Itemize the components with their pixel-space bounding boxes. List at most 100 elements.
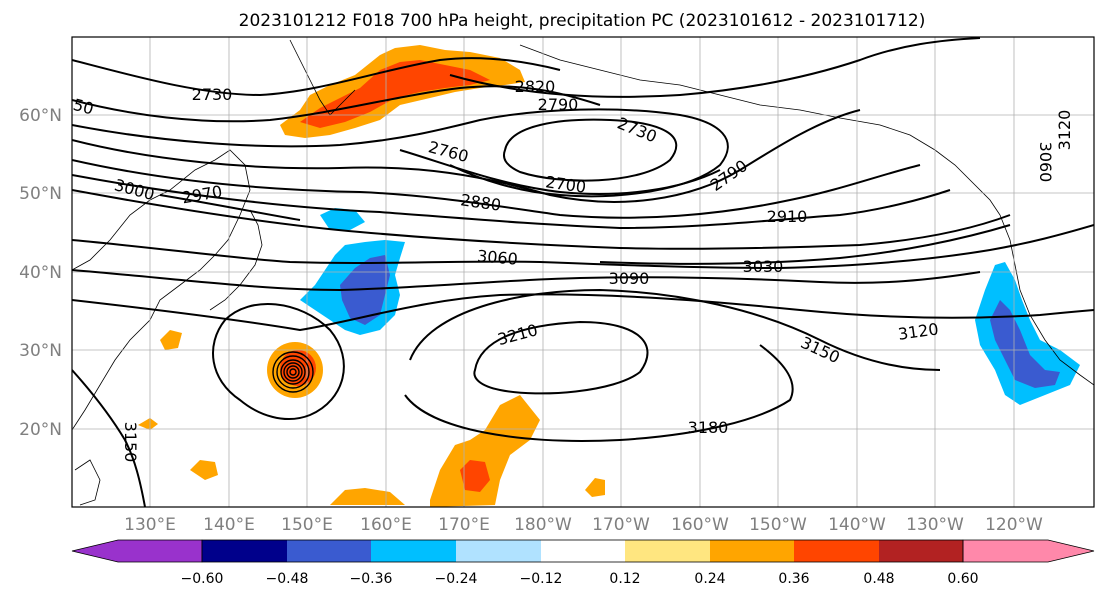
typhoon-ring-1 [272, 351, 314, 393]
graticule [72, 37, 1094, 507]
precip-area-eastern-pacific [975, 262, 1080, 405]
lon-label-170e: 170°E [438, 515, 490, 535]
contour-2880 [72, 159, 921, 219]
coastline-japan [209, 209, 263, 311]
colorbar-tick-label: 0.36 [778, 571, 809, 587]
colorbar-tick-label: −0.12 [520, 571, 563, 587]
contour-3180 [404, 344, 794, 442]
colorbar-segment [541, 540, 625, 562]
colorbar-tick-label: 0.48 [863, 571, 894, 587]
colorbar-extend-min [71, 539, 203, 563]
lat-label-30n: 30°N [19, 341, 62, 361]
precip-area-kamchatka-south [320, 208, 365, 230]
contour-3030 [599, 224, 1011, 265]
colorbar-tick-label: 0.60 [947, 571, 978, 587]
contour-label: 3030 [743, 257, 784, 276]
precip-area-eastern-pacific-core [990, 300, 1060, 388]
precip-area-mid-south [585, 478, 605, 497]
contour-3060 [72, 224, 1094, 270]
contour-label: 2730 [192, 85, 233, 104]
colorbar-extend-max [962, 539, 1095, 563]
contour-label: 3210 [495, 320, 539, 349]
contour-3120 [72, 293, 1094, 332]
colorbar-segment [287, 540, 371, 562]
lat-label-60n: 60°N [19, 106, 62, 126]
colorbar-segment [794, 540, 879, 562]
map-area [72, 37, 1094, 507]
precip-area-north-pacific-small [190, 460, 218, 480]
contour-3150-west [72, 369, 146, 507]
typhoon-ring-4 [283, 362, 303, 382]
contour-2970 [159, 194, 301, 221]
colorbar-ticks: −0.60 −0.48 −0.36 −0.24 −0.12 0.12 0.24 … [181, 571, 979, 587]
precip-area-central-pacific [430, 395, 540, 507]
lon-label-150e: 150°E [281, 515, 333, 535]
colorbar-segment [879, 540, 963, 562]
contour-label: 2880 [459, 190, 502, 214]
contour-2760 [72, 108, 729, 198]
contour-label: 3150 [121, 422, 140, 463]
lon-label-130e: 130°E [124, 515, 176, 535]
contour-label: 3120 [897, 319, 940, 343]
precip-area-small-spot [160, 330, 182, 350]
precip-area-far-south [330, 488, 405, 505]
lat-label-40n: 40°N [19, 263, 62, 283]
contour-label: 3180 [688, 418, 729, 437]
colorbar-tick-label: 0.12 [609, 571, 640, 587]
contour-3150-loop [409, 288, 941, 371]
lat-label-20n: 20°N [19, 420, 62, 440]
contour-2700 [399, 149, 721, 195]
colorbar-tick-label: −0.36 [350, 571, 393, 587]
longitude-labels: 130°E 140°E 150°E 160°E 170°E 180°W 170°… [124, 515, 1043, 535]
typhoon-ring-3 [280, 359, 306, 385]
lon-label-140e: 140°E [203, 515, 255, 535]
colorbar-segment [710, 540, 794, 562]
contour-label: 50 [71, 95, 96, 119]
contour-label: 3150 [798, 333, 843, 367]
colorbar-segment [371, 540, 456, 562]
latitude-labels: 60°N 50°N 40°N 30°N 20°N [19, 106, 62, 440]
lon-label-170w: 170°W [592, 515, 650, 535]
precip-area-hawaii [138, 418, 158, 430]
contour-label: 3090 [609, 269, 650, 288]
colorbar-segments [201, 539, 1095, 563]
colorbar-segment [202, 540, 287, 562]
lon-label-130w: 130°W [906, 515, 964, 535]
colorbar-segment [625, 540, 710, 562]
typhoon-rings [272, 351, 314, 393]
lat-label-50n: 50°N [19, 184, 62, 204]
figure-title: 2023101212 F018 700 hPa height, precipit… [239, 11, 926, 31]
coastline-kamchatka [289, 39, 356, 116]
colorbar-tick-label: −0.48 [266, 571, 309, 587]
contour-typhoon-outer [212, 303, 345, 420]
contour-labels: 2730 2820 2790 2730 2760 2700 2790 2880 … [71, 77, 1074, 462]
contour-2820 [72, 85, 601, 123]
coastline-asia [72, 149, 251, 431]
map-frame [71, 36, 1095, 508]
contour-3090 [72, 269, 981, 292]
colorbar: −0.60 −0.48 −0.36 −0.24 −0.12 0.12 0.24 … [71, 539, 1095, 587]
colorbar-frame [201, 539, 964, 563]
lon-label-160w: 160°W [671, 515, 729, 535]
coastline-alaska [519, 44, 1001, 216]
contour-2730-low [502, 118, 678, 182]
contour-label: 2820 [515, 77, 556, 96]
contour-label: 3120 [1055, 110, 1074, 151]
typhoon-ring-2 [276, 355, 310, 389]
contour-2790-north [449, 37, 981, 98]
contour-2910 [72, 174, 951, 230]
contour-label: 3060 [1036, 142, 1055, 183]
contour-label: 2910 [767, 207, 808, 226]
typhoon-ring-5 [286, 365, 300, 379]
precip-area-central-pacific-core [460, 460, 490, 492]
contour-label: 3060 [476, 246, 518, 268]
lon-label-180w: 180°W [514, 515, 572, 535]
colorbar-tick-label: 0.24 [694, 571, 725, 587]
coastline-philippines [74, 459, 101, 506]
contour-3210 [473, 320, 649, 395]
lon-label-150w: 150°W [749, 515, 807, 535]
colorbar-segment [456, 540, 541, 562]
colorbar-tick-label: −0.24 [435, 571, 478, 587]
contour-label: 2790 [538, 95, 579, 114]
